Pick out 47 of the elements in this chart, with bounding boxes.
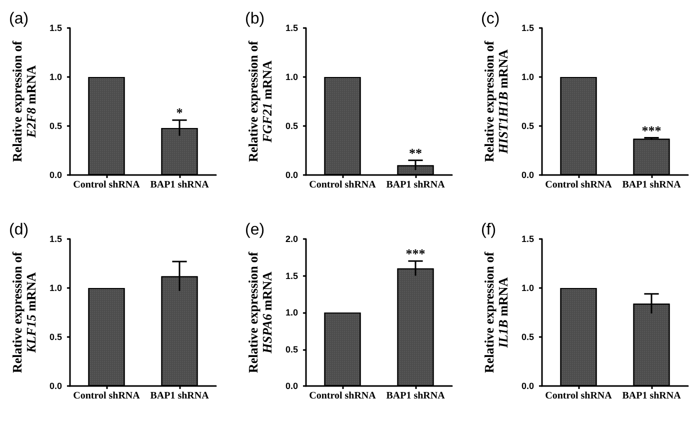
y-tick-label: 0.0 (521, 170, 534, 180)
y-tick-label: 1.5 (285, 270, 298, 281)
x-tick-label: BAP1 shRNA (622, 180, 682, 190)
x-tick-label: BAP1 shRNA (386, 390, 446, 402)
chart-title: (f) (481, 222, 496, 238)
y-tick-label: 1.5 (521, 234, 534, 244)
y-tick-label: 0.5 (49, 332, 62, 342)
x-tick-label: Control shRNA (545, 180, 613, 190)
x-tick-label: Control shRNA (309, 180, 377, 190)
y-tick-label: 0.5 (521, 332, 534, 342)
x-tick-label: Control shRNA (73, 390, 141, 402)
y-tick-label: 0.5 (285, 121, 298, 131)
y-tick-label: 0.5 (49, 121, 62, 131)
x-tick-label: BAP1 shRNA (150, 180, 210, 190)
y-tick-label: 1.5 (521, 23, 534, 33)
chart-title: (e) (245, 222, 265, 238)
y-tick-label: 1.0 (521, 72, 534, 82)
y-tick-label: 1.0 (521, 283, 534, 293)
x-tick-label: BAP1 shRNA (150, 390, 210, 402)
y-tick-label: 0.0 (285, 170, 298, 180)
y-tick-label: 2.0 (285, 234, 298, 244)
annotation: ** (409, 145, 422, 160)
y-tick-label: 1.0 (49, 283, 62, 293)
annotation: * (176, 105, 183, 120)
y-tick-label: 0.5 (521, 121, 534, 131)
y-tick-label: 1.5 (49, 234, 62, 244)
chart-title: (b) (245, 10, 265, 28)
x-tick-label: BAP1 shRNA (386, 180, 446, 190)
annotation: *** (406, 246, 426, 262)
chart-title: (a) (9, 10, 29, 28)
x-tick-label: BAP1 shRNA (622, 390, 682, 402)
y-tick-label: 0.5 (285, 344, 298, 354)
y-tick-label: 0.0 (521, 381, 534, 391)
y-tick-label: 1.0 (49, 72, 62, 82)
chart-title: (d) (9, 222, 29, 238)
annotation: *** (642, 122, 662, 138)
y-tick-label: 1.5 (49, 23, 62, 33)
x-tick-label: Control shRNA (309, 390, 377, 402)
y-tick-label: 1.5 (285, 23, 298, 33)
chart-title: (c) (481, 10, 500, 28)
y-tick-label: 1.0 (285, 72, 298, 82)
y-tick-label: 0.0 (285, 381, 298, 391)
y-tick-label: 1.0 (285, 308, 298, 318)
x-tick-label: Control shRNA (545, 390, 613, 402)
y-tick-label: 0.0 (49, 381, 62, 391)
x-tick-label: Control shRNA (73, 180, 141, 190)
y-tick-label: 0.0 (49, 170, 62, 180)
